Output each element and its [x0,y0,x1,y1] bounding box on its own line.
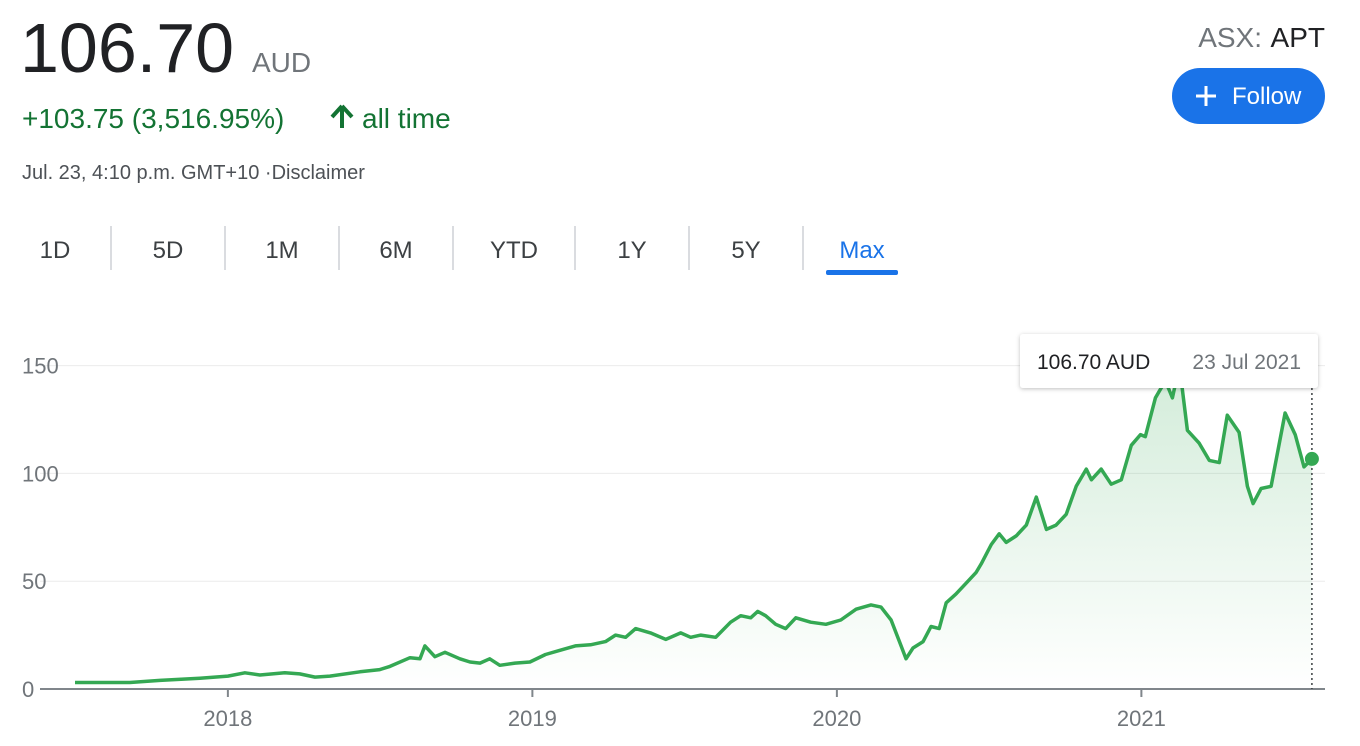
tab[interactable]: 1D [40,237,71,264]
x-tick-label: 2018 [203,706,252,731]
plus-icon[interactable] [1196,86,1216,106]
tab[interactable]: 5D [153,237,184,264]
currency: AUD [252,47,311,78]
tab[interactable]: YTD [490,237,538,264]
tab-underline [826,270,898,275]
y-tick-label: 100 [22,461,59,486]
follow-button[interactable]: Follow [1172,68,1325,124]
y-tick-label: 150 [22,354,59,379]
period: all time [362,103,451,134]
tab[interactable]: 5Y [731,237,760,264]
tooltip-date: 23 Jul 2021 [1192,351,1301,374]
chart: 0 50 100 150 2018 2019 2020 2021 106.70 AUD 23 Ju… [22,334,1325,731]
x-tick-label: 2019 [508,706,557,731]
timestamp-text: Jul. 23, 4:10 p.m. GMT+10 · [22,162,272,184]
exchange: ASX: [1198,22,1262,53]
x-tick-label: 2020 [812,706,861,731]
x-tick-label: 2021 [1117,706,1166,731]
tooltip-box [1020,334,1318,388]
disclaimer[interactable]: Disclaimer [272,162,366,184]
follow-bg[interactable] [1172,68,1325,124]
tab[interactable]: 6M [379,237,412,264]
y-tick-label: 0 [22,677,34,702]
price-line [75,363,1314,685]
follow-label[interactable]: Follow [1232,83,1302,110]
symbol: APT [1271,22,1325,53]
tab[interactable]: 1M [265,237,298,264]
tooltip-price: 106.70 AUD [1037,351,1150,374]
price: 106.70 [20,9,234,87]
timestamp: Jul. 23, 4:10 p.m. GMT+10 ·Disclaimer [22,162,365,184]
tab[interactable]: Max [839,237,884,264]
end-dot [1304,451,1319,466]
up-arrow [330,104,354,128]
tab[interactable]: 1Y [617,237,646,264]
y-tick-label: 50 [22,569,46,594]
area [75,365,1312,689]
change: +103.75 (3,516.95%) [22,103,284,134]
tabs: 1D 5D 1M 6M YTD 1Y 5Y Max [40,226,898,275]
